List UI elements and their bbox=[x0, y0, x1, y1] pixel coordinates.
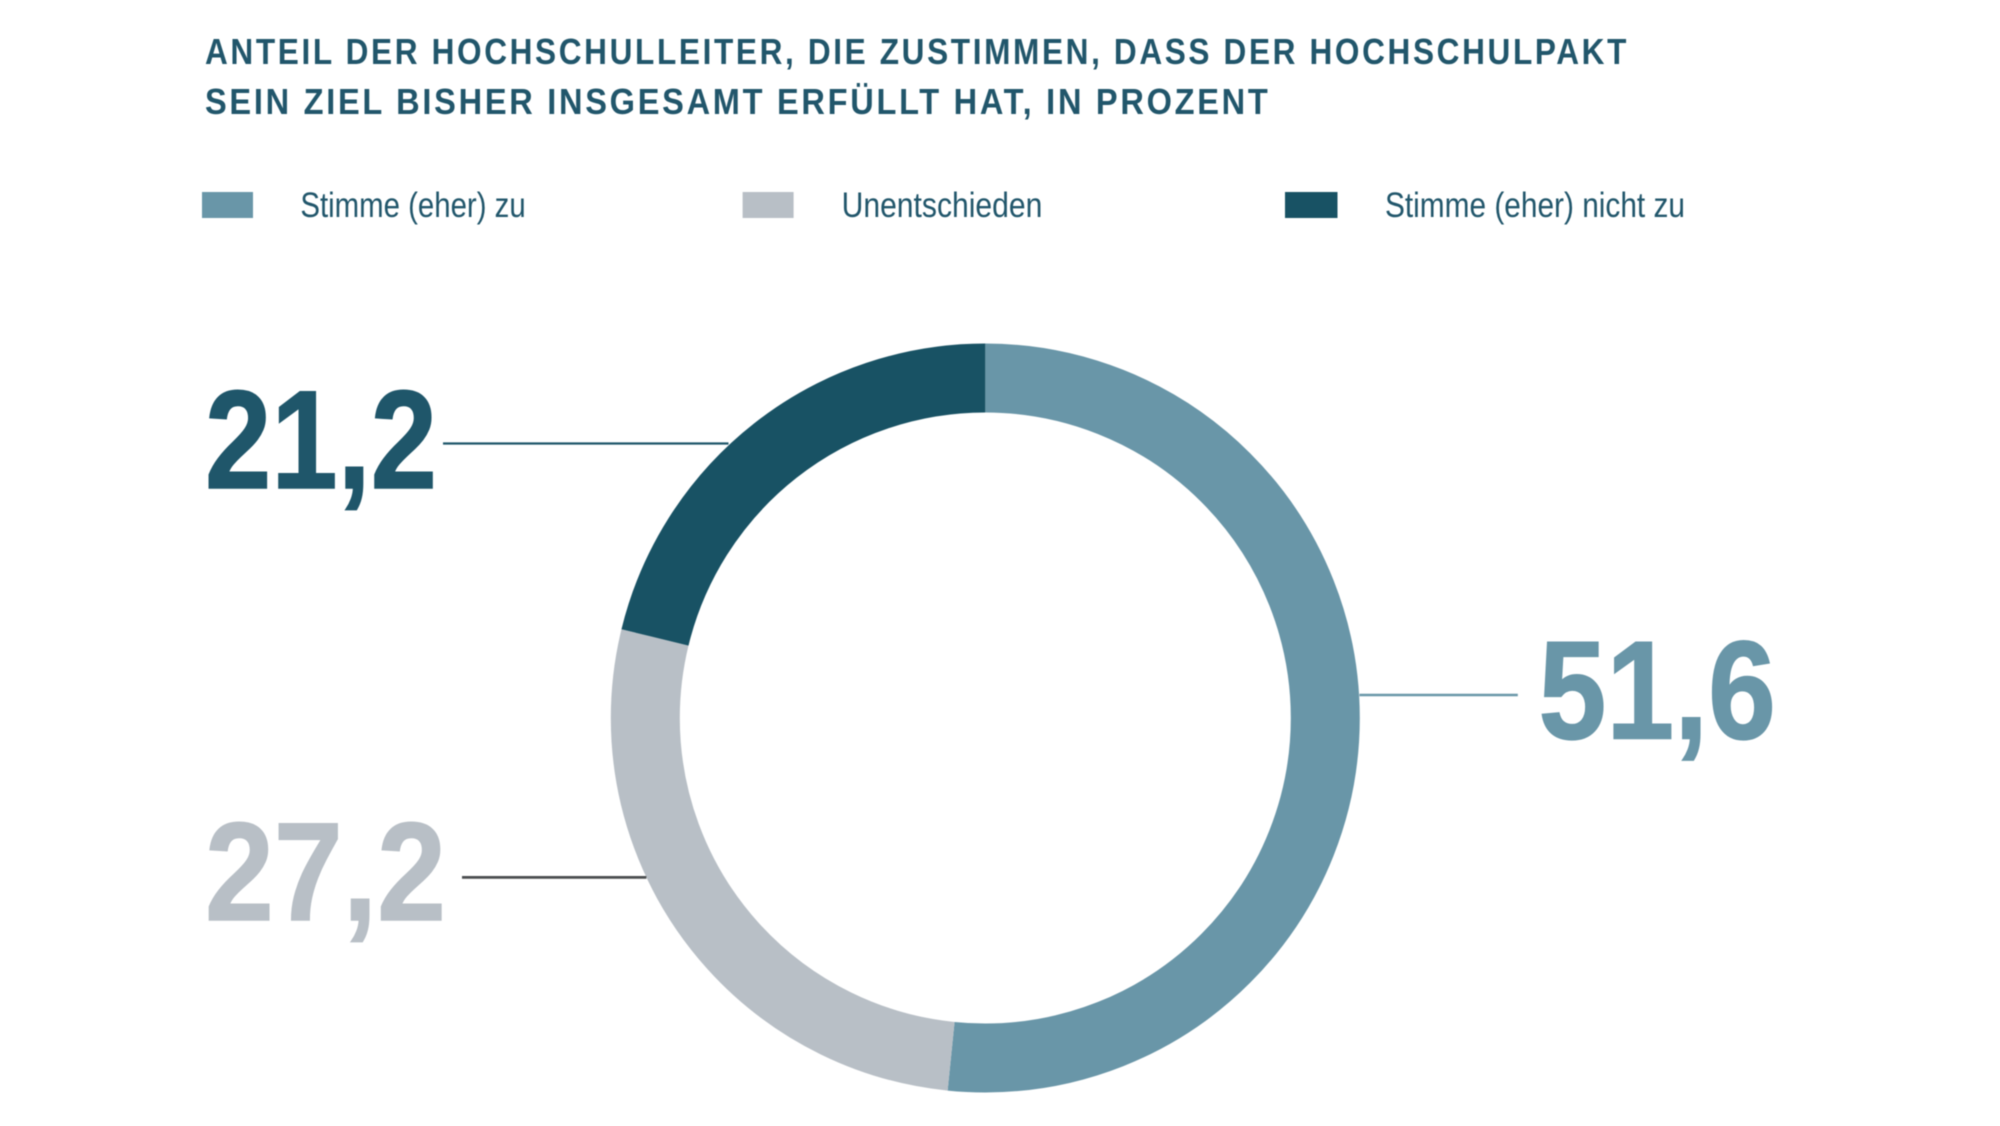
svg-text:Stimme (eher) nicht zu: Stimme (eher) nicht zu bbox=[1385, 186, 1685, 225]
svg-text:27,2: 27,2 bbox=[205, 793, 446, 950]
svg-text:Unentschieden: Unentschieden bbox=[842, 186, 1043, 225]
svg-text:Stimme (eher) zu: Stimme (eher) zu bbox=[300, 186, 525, 225]
svg-text:SEIN ZIEL BISHER INSGESAMT ERF: SEIN ZIEL BISHER INSGESAMT ERFÜLLT HAT, … bbox=[205, 81, 1271, 122]
svg-text:21,2: 21,2 bbox=[205, 361, 437, 518]
svg-text:ANTEIL DER HOCHSCHULLEITER, DI: ANTEIL DER HOCHSCHULLEITER, DIE ZUSTIMME… bbox=[205, 31, 1629, 72]
svg-text:51,6: 51,6 bbox=[1539, 612, 1776, 769]
